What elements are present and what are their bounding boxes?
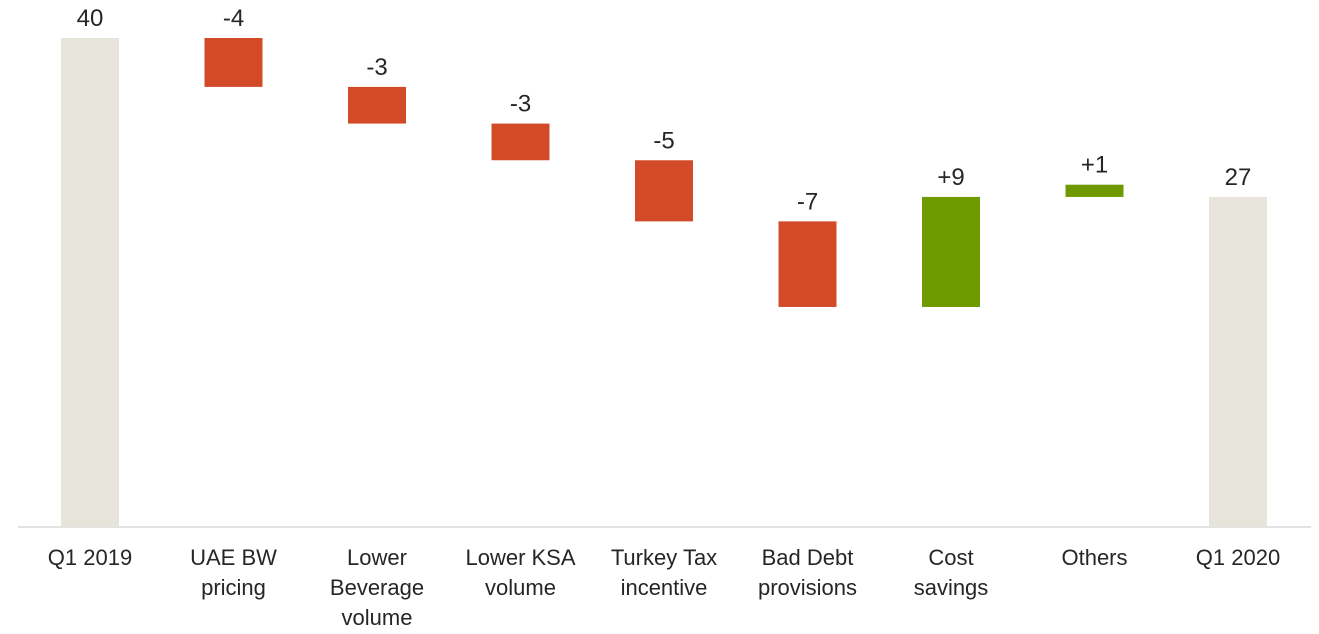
category-label-2: Lower Beverage volume [330, 545, 424, 630]
category-label-1: UAE BW pricing [190, 545, 277, 600]
category-label-8: Q1 2020 [1196, 545, 1280, 570]
data-label-6: +9 [937, 164, 964, 191]
category-label-line: Q1 2019 [48, 545, 132, 570]
bar-4 [635, 160, 693, 222]
category-label-line: provisions [758, 575, 857, 600]
bar-3 [491, 123, 550, 161]
category-label-6: Cost savings [914, 545, 989, 600]
bar-0 [61, 38, 119, 527]
data-label-0: 40 [77, 5, 104, 32]
category-label-line: volume [342, 605, 413, 630]
category-label-line: Q1 2020 [1196, 545, 1280, 570]
bar-8 [1209, 196, 1267, 528]
category-label-3: Lower KSA volume [465, 545, 575, 600]
bar-6 [922, 196, 980, 307]
data-label-5: -7 [797, 188, 818, 215]
category-label-0: Q1 2019 [48, 545, 132, 570]
data-label-3: -3 [510, 91, 531, 118]
bar-7 [1065, 184, 1124, 197]
category-label-line: pricing [201, 575, 266, 600]
category-label-line: Beverage [330, 575, 424, 600]
category-label-7: Others [1061, 545, 1127, 570]
category-label-line: Lower KSA [465, 545, 575, 570]
category-label-5: Bad Debt provisions [758, 545, 857, 600]
category-label-line: volume [485, 575, 556, 600]
data-label-1: -4 [223, 5, 244, 32]
category-label-line: Lower [347, 545, 407, 570]
category-label-line: Others [1061, 545, 1127, 570]
category-label-line: Bad Debt [762, 545, 854, 570]
bar-5 [778, 221, 837, 307]
category-label-line: savings [914, 575, 989, 600]
data-label-4: -5 [653, 127, 674, 154]
data-label-2: -3 [366, 54, 387, 81]
data-label-8: 27 [1225, 164, 1252, 191]
category-label-line: Cost [928, 545, 973, 570]
category-label-line: incentive [621, 575, 708, 600]
bar-1 [204, 38, 263, 87]
category-label-line: UAE BW [190, 545, 277, 570]
category-label-line: Turkey Tax [611, 545, 717, 570]
category-label-4: Turkey Tax incentive [611, 545, 717, 600]
data-label-7: +1 [1081, 152, 1108, 179]
bar-2 [348, 86, 406, 124]
